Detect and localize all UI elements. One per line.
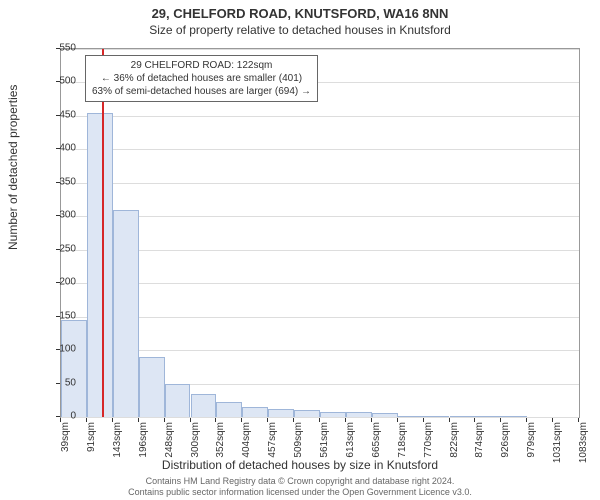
x-tick-label: 1083sqm — [578, 422, 589, 472]
x-tick-label: 770sqm — [423, 422, 434, 472]
histogram-bar — [398, 416, 424, 417]
x-tick-label: 196sqm — [138, 422, 149, 472]
histogram-bar — [87, 113, 113, 417]
footer-attribution: Contains HM Land Registry data © Crown c… — [0, 476, 600, 498]
y-tick-label: 250 — [46, 243, 76, 254]
gridline — [61, 149, 579, 150]
x-tick-label: 561sqm — [319, 422, 330, 472]
gridline — [61, 216, 579, 217]
y-tick-mark — [56, 383, 60, 384]
y-tick-label: 300 — [46, 210, 76, 221]
y-tick-label: 450 — [46, 109, 76, 120]
gridline — [61, 350, 579, 351]
x-tick-label: 509sqm — [293, 422, 304, 472]
y-tick-mark — [56, 416, 60, 417]
x-tick-label: 822sqm — [449, 422, 460, 472]
annotation-line2: ← 36% of detached houses are smaller (40… — [92, 72, 311, 85]
y-tick-label: 0 — [46, 411, 76, 422]
y-tick-label: 200 — [46, 277, 76, 288]
y-tick-mark — [56, 182, 60, 183]
histogram-bar — [424, 416, 450, 417]
x-tick-label: 352sqm — [215, 422, 226, 472]
histogram-bar — [268, 409, 294, 417]
x-tick-label: 718sqm — [397, 422, 408, 472]
footer-line1: Contains HM Land Registry data © Crown c… — [0, 476, 600, 487]
annotation-box: 29 CHELFORD ROAD: 122sqm ← 36% of detach… — [85, 55, 318, 102]
x-tick-label: 457sqm — [267, 422, 278, 472]
histogram-bar — [475, 416, 501, 417]
histogram-bar — [372, 413, 398, 417]
histogram-bar — [216, 402, 242, 417]
x-tick-label: 665sqm — [371, 422, 382, 472]
x-tick-label: 404sqm — [241, 422, 252, 472]
histogram-bar — [61, 320, 87, 417]
y-tick-mark — [56, 215, 60, 216]
y-tick-mark — [56, 349, 60, 350]
page-title: 29, CHELFORD ROAD, KNUTSFORD, WA16 8NN — [0, 0, 600, 21]
histogram-bar — [501, 416, 527, 417]
y-tick-label: 500 — [46, 76, 76, 87]
histogram-bar — [346, 412, 372, 417]
gridline — [61, 417, 579, 418]
gridline — [61, 250, 579, 251]
x-tick-label: 39sqm — [60, 422, 71, 472]
x-tick-label: 300sqm — [190, 422, 201, 472]
histogram-plot: 29 CHELFORD ROAD: 122sqm ← 36% of detach… — [60, 48, 580, 418]
y-tick-mark — [56, 316, 60, 317]
footer-line2: Contains public sector information licen… — [0, 487, 600, 498]
y-axis-label: Number of detached properties — [6, 85, 20, 250]
y-tick-mark — [56, 115, 60, 116]
y-tick-mark — [56, 148, 60, 149]
histogram-bar — [294, 410, 320, 417]
gridline — [61, 49, 579, 50]
y-tick-label: 350 — [46, 176, 76, 187]
x-tick-label: 248sqm — [164, 422, 175, 472]
histogram-bar — [191, 394, 217, 417]
gridline — [61, 283, 579, 284]
y-tick-label: 50 — [46, 377, 76, 388]
page-subtitle: Size of property relative to detached ho… — [0, 21, 600, 37]
histogram-bar — [113, 210, 139, 417]
x-tick-label: 91sqm — [86, 422, 97, 472]
x-tick-label: 979sqm — [526, 422, 537, 472]
histogram-bar — [450, 416, 476, 417]
gridline — [61, 183, 579, 184]
y-tick-mark — [56, 249, 60, 250]
annotation-line1: 29 CHELFORD ROAD: 122sqm — [92, 59, 311, 72]
y-tick-label: 150 — [46, 310, 76, 321]
y-tick-mark — [56, 48, 60, 49]
y-tick-label: 550 — [46, 43, 76, 54]
x-tick-label: 874sqm — [474, 422, 485, 472]
annotation-line3: 63% of semi-detached houses are larger (… — [92, 85, 311, 98]
histogram-bar — [165, 384, 191, 417]
gridline — [61, 116, 579, 117]
gridline — [61, 317, 579, 318]
histogram-bar — [242, 407, 268, 417]
x-tick-label: 1031sqm — [552, 422, 563, 472]
y-tick-label: 100 — [46, 344, 76, 355]
x-tick-label: 926sqm — [500, 422, 511, 472]
y-tick-mark — [56, 282, 60, 283]
x-tick-label: 143sqm — [112, 422, 123, 472]
property-marker-line — [102, 49, 104, 417]
y-tick-label: 400 — [46, 143, 76, 154]
histogram-bar — [139, 357, 165, 417]
y-tick-mark — [56, 81, 60, 82]
x-tick-label: 613sqm — [345, 422, 356, 472]
histogram-bar — [320, 412, 346, 417]
